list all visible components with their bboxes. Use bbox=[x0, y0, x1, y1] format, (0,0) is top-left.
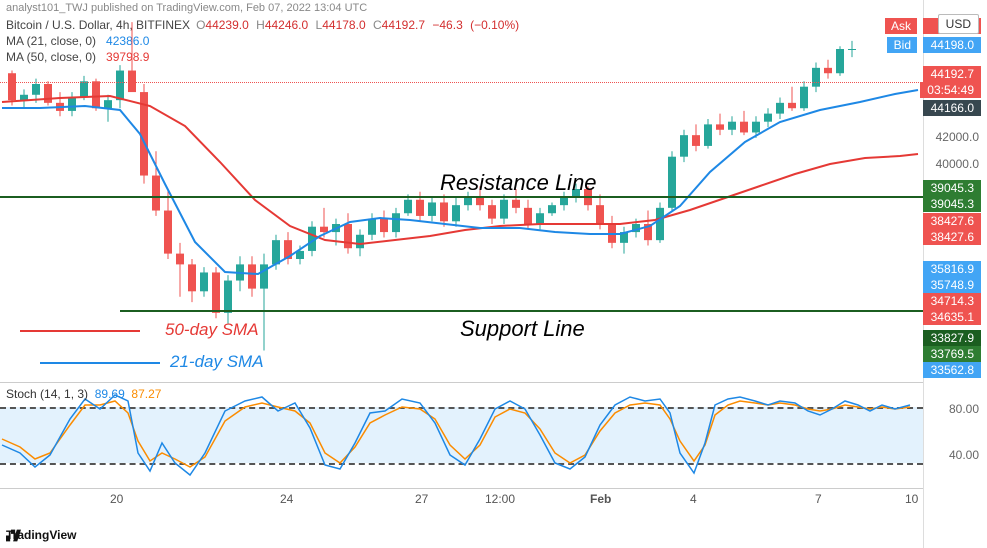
sma50-legend-line bbox=[20, 330, 140, 332]
main-chart[interactable]: Resistance Line Support Line 50-day SMA … bbox=[0, 14, 923, 364]
x-tick: 4 bbox=[690, 492, 697, 506]
x-tick: 20 bbox=[110, 492, 123, 506]
tradingview-logo[interactable]: TradingView bbox=[6, 528, 76, 542]
sma50-legend-text: 50-day SMA bbox=[165, 320, 259, 340]
y-tick: 40000.0 bbox=[936, 157, 979, 171]
price-tag-r1: 39045.3 bbox=[923, 180, 981, 196]
sma21-legend-text: 21-day SMA bbox=[170, 352, 264, 372]
price-tag-r2: 39045.3 bbox=[923, 196, 981, 212]
price-tag-cur_close: 44166.0 bbox=[923, 100, 981, 116]
price-tag-price: 44192.7 bbox=[923, 66, 981, 82]
publisher-text: analyst101_TWJ published on TradingView.… bbox=[6, 2, 367, 14]
currency-button[interactable]: USD bbox=[938, 14, 979, 34]
x-axis[interactable]: 20 24 27 12:00 Feb 4 7 10 bbox=[0, 488, 923, 510]
resistance-line bbox=[0, 196, 923, 198]
support-line bbox=[120, 310, 923, 312]
stoch-y-tick: 80.00 bbox=[949, 402, 979, 416]
x-tick: 24 bbox=[280, 492, 293, 506]
price-tag-b1: 35816.9 bbox=[923, 261, 981, 277]
price-tag-s2: 33769.5 bbox=[923, 346, 981, 362]
price-tag-b2: 35748.9 bbox=[923, 277, 981, 293]
x-tick: Feb bbox=[590, 492, 611, 506]
price-tag-rs2: 34635.1 bbox=[923, 309, 981, 325]
resistance-label: Resistance Line bbox=[440, 170, 597, 196]
x-tick: 27 bbox=[415, 492, 428, 506]
ask-tag: Ask bbox=[885, 18, 917, 34]
bid-tag: Bid bbox=[887, 37, 917, 53]
price-tag-rs1: 34714.3 bbox=[923, 293, 981, 309]
bid-val-tag: 44198.0 bbox=[923, 37, 981, 53]
x-tick: 12:00 bbox=[485, 492, 515, 506]
price-tag-s1: 33827.9 bbox=[923, 330, 981, 346]
stoch-y-tick: 40.00 bbox=[949, 448, 979, 462]
sma21-legend-line bbox=[40, 362, 160, 364]
price-tag-m1: 38427.6 bbox=[923, 213, 981, 229]
price-dotted-line bbox=[0, 82, 923, 83]
stoch-panel[interactable]: Stoch (14, 1, 3) 89.69 87.27 bbox=[0, 382, 923, 486]
support-label: Support Line bbox=[460, 316, 585, 342]
price-tag-m2: 38427.6 bbox=[923, 229, 981, 245]
x-tick: 10 bbox=[905, 492, 918, 506]
y-tick: 42000.0 bbox=[936, 130, 979, 144]
x-tick: 7 bbox=[815, 492, 822, 506]
price-tag-countdown: 03:54:49 bbox=[920, 82, 981, 98]
stoch-label: Stoch (14, 1, 3) 89.69 87.27 bbox=[6, 387, 161, 401]
price-tag-s3: 33562.8 bbox=[923, 362, 981, 378]
